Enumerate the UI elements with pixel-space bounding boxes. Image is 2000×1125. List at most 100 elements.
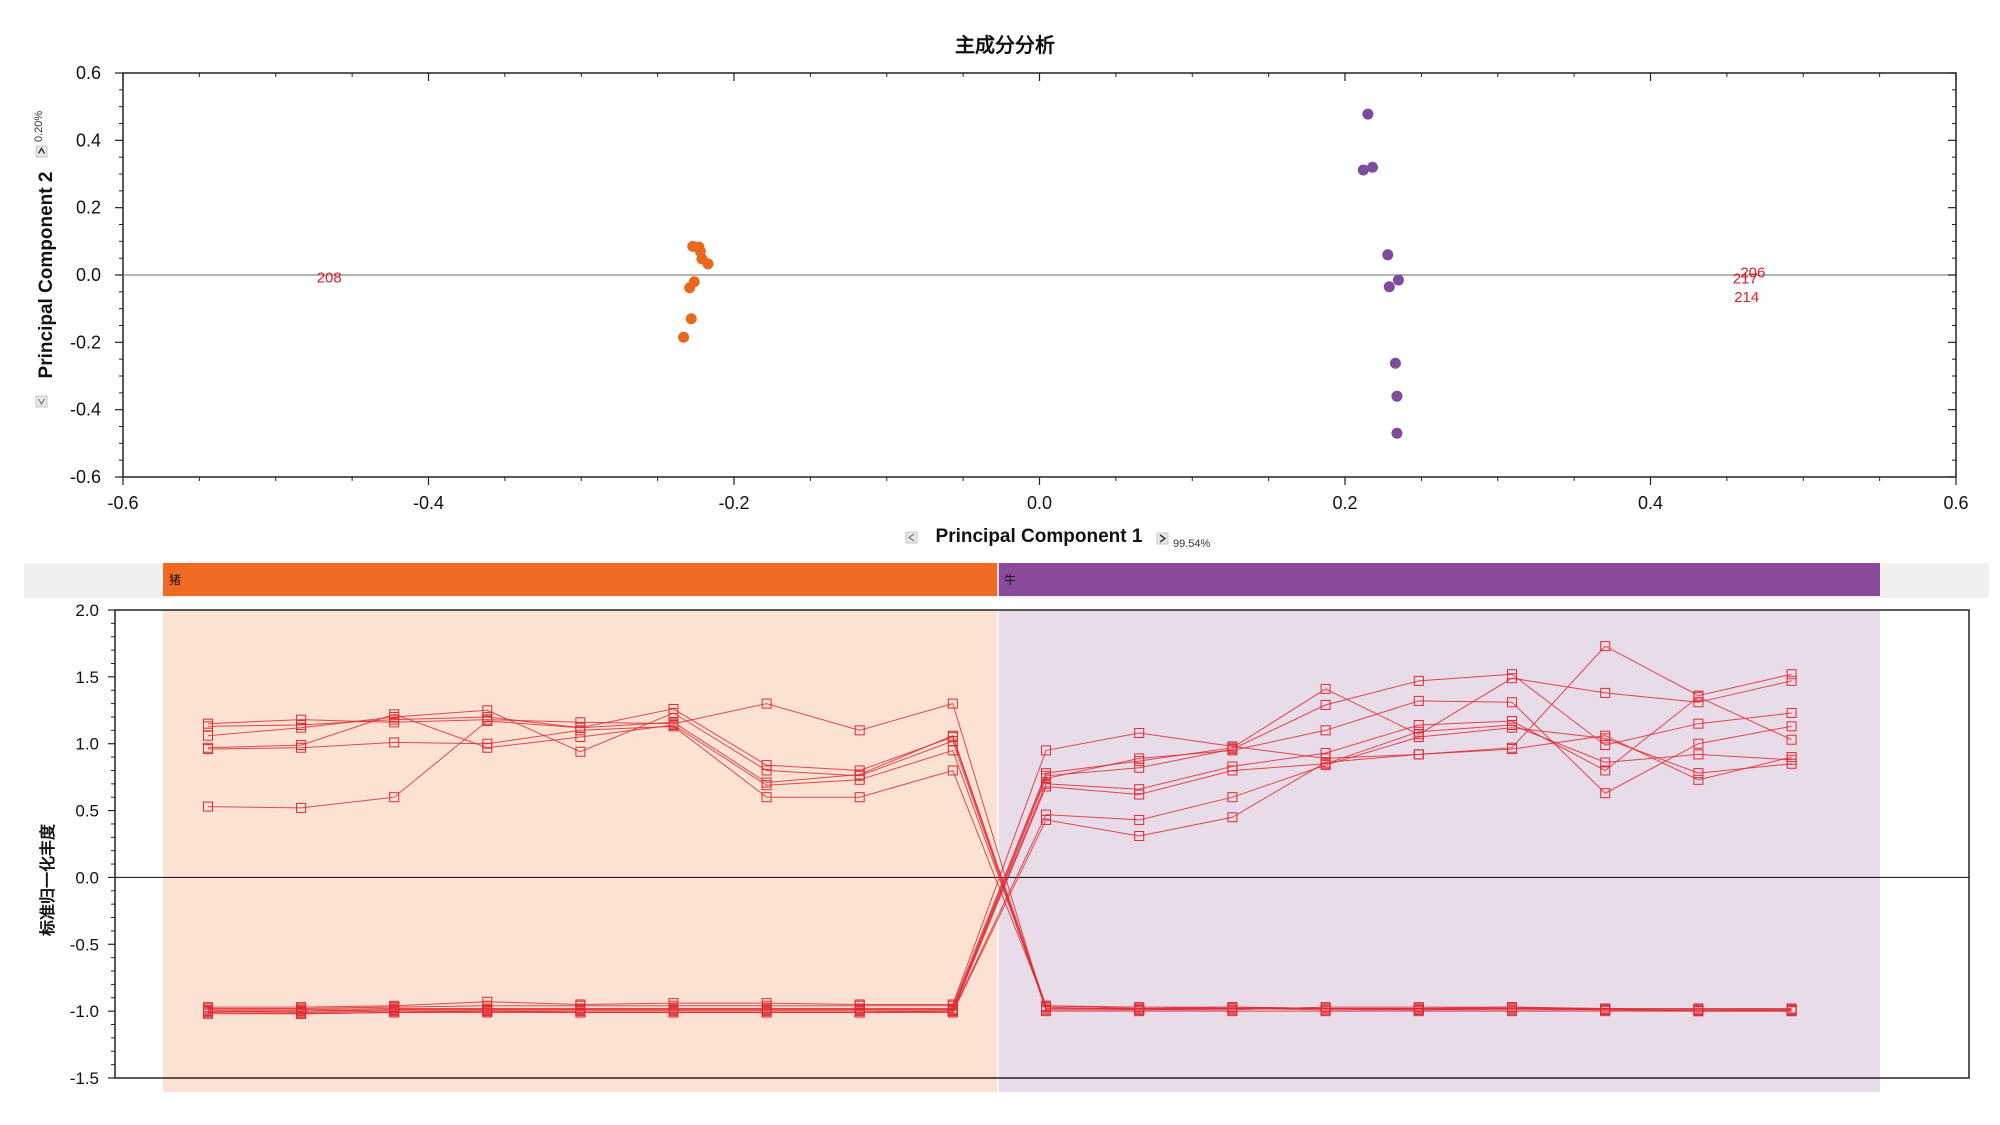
profile-point-marker xyxy=(1693,718,1704,729)
profile-point-marker xyxy=(1693,749,1704,760)
pca-y-tick-label: -0.4 xyxy=(70,400,101,420)
profile-point-marker xyxy=(1693,774,1704,785)
profile-point-marker xyxy=(389,709,400,720)
pca-point-group-2 xyxy=(1389,357,1401,369)
profile-point-marker xyxy=(1134,1002,1145,1013)
profile-point-marker xyxy=(854,769,865,780)
pca-point-label: 206 xyxy=(1740,265,1765,282)
profile-point-marker xyxy=(1041,809,1051,820)
group-header-1[interactable] xyxy=(163,563,998,596)
profile-point-marker xyxy=(1413,675,1424,686)
pca-x-tick-label: -0.4 xyxy=(413,493,444,513)
profile-series-line xyxy=(207,727,1792,1015)
profile-point-marker xyxy=(575,717,586,728)
profile-point-marker xyxy=(1134,830,1145,841)
profile-point-marker xyxy=(1413,749,1424,760)
profile-point-marker xyxy=(1600,757,1611,768)
x-axis-prev-arrow[interactable] xyxy=(905,531,918,544)
chevron-down-glyph xyxy=(37,398,46,406)
pca-point-group-2 xyxy=(1383,281,1395,293)
profile-series-line xyxy=(208,677,1792,1009)
pca-point-group-2 xyxy=(1366,161,1378,173)
profile-point-marker xyxy=(1786,721,1797,732)
profile-point-marker xyxy=(1413,695,1424,706)
group-band-1 xyxy=(163,610,998,1092)
profile-point-marker xyxy=(1041,781,1051,792)
profile-y-tick-label: -0.5 xyxy=(70,935,99,954)
profile-point-marker xyxy=(1786,734,1797,745)
profile-point-marker xyxy=(761,765,772,776)
chevron-up-icon[interactable] xyxy=(35,145,48,158)
pca-point-group-1 xyxy=(684,282,696,294)
pca-point-group-1 xyxy=(702,258,714,270)
profile-point-marker xyxy=(1227,745,1238,756)
profile-y-tick-label: -1.5 xyxy=(70,1069,99,1088)
profile-point-marker xyxy=(482,715,493,726)
profile-point-marker xyxy=(947,730,958,741)
profile-point-marker xyxy=(761,792,772,803)
profile-point-marker xyxy=(1693,768,1704,779)
pca-x-tick-label: -0.2 xyxy=(718,493,749,513)
profile-point-marker xyxy=(1786,1006,1797,1017)
profile-point-marker xyxy=(203,744,213,755)
pca-y-tick-label: 0.2 xyxy=(76,198,101,218)
profile-point-marker xyxy=(389,792,400,803)
profile-point-marker xyxy=(575,1007,586,1018)
profile-point-marker xyxy=(1134,814,1145,825)
profile-point-marker xyxy=(1786,758,1797,769)
profile-point-marker xyxy=(575,746,586,757)
profile-point-marker xyxy=(1041,773,1051,784)
profile-point-marker xyxy=(668,717,679,728)
group-band-2 xyxy=(998,610,1880,1092)
profile-point-marker xyxy=(761,698,772,709)
pca-point-group-2 xyxy=(1391,427,1403,439)
pca-y-axis-title: Principal Component 2 xyxy=(36,172,57,379)
profile-point-marker xyxy=(668,1007,679,1018)
profile-lines xyxy=(203,641,1797,1019)
pca-y-axis: 0.6 0.4 0.2 0.0 -0.2 -0.4 -0.6 xyxy=(70,63,1956,487)
y-axis-prev-arrow[interactable] xyxy=(35,395,48,408)
profile-point-marker xyxy=(1227,792,1238,803)
pca-y-tick-label: -0.2 xyxy=(70,332,101,352)
profile-point-marker xyxy=(1320,725,1331,736)
profile-point-marker xyxy=(1507,697,1517,708)
chevron-down-icon[interactable] xyxy=(35,395,48,408)
profile-y-tick-label: 0.0 xyxy=(75,868,99,887)
pca-y-variance-group: 0.20% xyxy=(33,111,45,142)
chevron-left-icon[interactable] xyxy=(905,531,918,544)
profile-point-marker xyxy=(1134,728,1145,739)
profile-point-marker xyxy=(203,801,213,812)
profile-point-marker xyxy=(761,777,772,788)
pca-title: 主成分分析 xyxy=(955,33,1055,57)
group-bands: 猪牛 xyxy=(163,563,1880,1092)
profile-point-marker xyxy=(296,742,307,753)
profile-point-marker xyxy=(482,1007,493,1018)
pca-point-group-2 xyxy=(1392,274,1404,286)
y-axis-next-arrow[interactable] xyxy=(35,145,48,158)
profile-point-marker xyxy=(389,737,400,748)
profile-point-marker xyxy=(1413,726,1424,737)
chevron-right-icon[interactable] xyxy=(1156,532,1169,545)
group-header-label: 猪 xyxy=(169,573,181,587)
profile-point-marker xyxy=(575,722,586,733)
profile-point-marker xyxy=(1507,744,1517,755)
profile-point-marker xyxy=(1134,789,1145,800)
x-axis-next-arrow[interactable] xyxy=(1156,532,1169,545)
profile-point-marker xyxy=(1600,788,1611,799)
pca-x-tick-label: 0.0 xyxy=(1027,493,1052,513)
profile-point-marker xyxy=(1227,1002,1238,1013)
profile-point-marker xyxy=(1320,757,1331,768)
profile-point-marker xyxy=(1600,730,1611,741)
profile-point-marker xyxy=(1227,765,1238,776)
pca-point-group-1 xyxy=(685,313,697,325)
pca-point-group-2 xyxy=(1382,249,1394,261)
profile-point-marker xyxy=(1134,784,1145,795)
profile-point-marker xyxy=(1413,1004,1424,1015)
group-header-2[interactable] xyxy=(998,563,1880,596)
profile-series-line xyxy=(208,673,1792,1011)
group-header-label: 牛 xyxy=(1004,572,1016,587)
profile-point-marker xyxy=(1693,697,1704,708)
profile-point-marker xyxy=(1507,669,1517,680)
